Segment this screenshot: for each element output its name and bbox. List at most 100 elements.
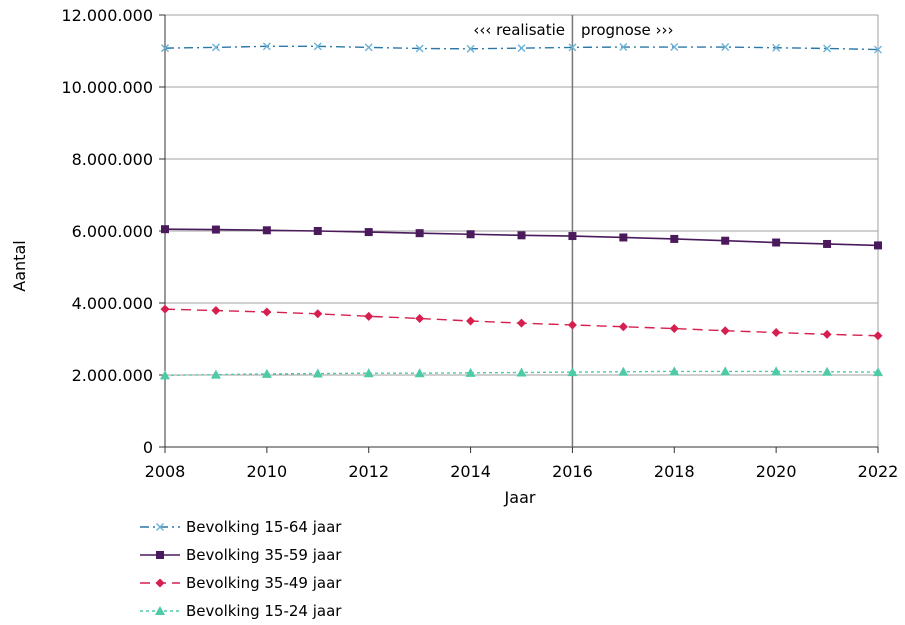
x-tick-label: 2008 <box>145 462 186 481</box>
data-point <box>211 225 220 234</box>
data-point <box>720 366 731 376</box>
data-point <box>618 366 629 376</box>
data-point <box>669 366 680 376</box>
legend-label: Bevolking 15-24 jaar <box>186 602 342 620</box>
x-tick-label: 2014 <box>450 462 491 481</box>
data-point <box>262 226 271 235</box>
data-point <box>415 313 425 323</box>
data-point <box>874 241 882 250</box>
data-point <box>261 368 272 378</box>
data-point <box>364 43 373 52</box>
data-point <box>160 370 170 380</box>
data-point <box>466 44 475 53</box>
data-point <box>415 44 424 53</box>
y-tick-label: 0 <box>143 438 153 457</box>
data-point <box>466 230 475 239</box>
data-point-stroke <box>466 44 475 53</box>
data-point <box>720 326 730 336</box>
data-point <box>465 367 476 377</box>
annotation-prognose: prognose ››› <box>581 21 674 39</box>
tick-labels: 0 2.000.000 4.000.000 6.000.000 8.000.000 10.… <box>61 6 898 481</box>
legend-item: Bevolking 35-49 jaar <box>140 574 342 592</box>
legend-label: Bevolking 35-49 jaar <box>186 574 342 592</box>
data-point <box>211 43 220 52</box>
series-lines <box>160 42 883 380</box>
x-tick-label: 2010 <box>246 462 287 481</box>
data-point <box>873 331 883 341</box>
series <box>160 366 883 380</box>
data-point <box>771 366 782 376</box>
x-tick-label: 2016 <box>552 462 593 481</box>
data-point <box>313 309 323 319</box>
data-point <box>313 42 322 51</box>
data-point <box>619 233 628 242</box>
legend-label: Bevolking 35-59 jaar <box>186 546 342 564</box>
data-point <box>822 366 833 376</box>
data-point <box>721 236 730 245</box>
data-point <box>364 311 374 321</box>
legend-item: Bevolking 15-24 jaar <box>140 602 342 620</box>
data-point <box>721 43 730 52</box>
series <box>161 42 882 54</box>
y-tick-label: 4.000.000 <box>72 294 153 313</box>
data-point <box>414 368 425 378</box>
y-tick-label: 2.000.000 <box>72 366 153 385</box>
data-point <box>312 368 323 378</box>
data-point <box>669 324 679 334</box>
data-point <box>160 304 170 314</box>
data-point <box>772 238 781 247</box>
data-point-stroke <box>161 44 169 53</box>
data-point-stroke <box>262 42 271 51</box>
data-point <box>823 44 832 53</box>
data-point <box>313 227 322 235</box>
data-point-stroke <box>568 43 577 52</box>
y-tick-label: 10.000.000 <box>61 78 153 97</box>
data-point-stroke <box>874 45 882 54</box>
data-point <box>161 44 169 53</box>
data-point <box>262 42 271 51</box>
data-point <box>211 306 221 316</box>
data-point <box>771 328 781 338</box>
data-point <box>670 43 679 52</box>
data-point-stroke <box>721 43 730 52</box>
y-tick-label: 12.000.000 <box>61 6 153 25</box>
data-point <box>466 316 476 326</box>
data-point <box>567 367 578 377</box>
data-point-stroke <box>823 44 832 53</box>
data-point <box>822 329 832 339</box>
data-point <box>823 239 832 248</box>
axes <box>159 14 879 453</box>
data-point <box>874 45 882 54</box>
data-point <box>517 44 526 53</box>
data-point <box>210 369 221 379</box>
data-point <box>772 43 781 52</box>
y-tick-label: 6.000.000 <box>72 222 153 241</box>
legend-label: Bevolking 15-64 jaar <box>186 518 342 536</box>
data-point-stroke <box>313 42 322 51</box>
data-point-stroke <box>772 43 781 52</box>
data-point <box>363 368 374 378</box>
data-point <box>161 225 169 234</box>
legend: Bevolking 15-64 jaar Bevolking 35-59 jaar… <box>140 518 342 620</box>
data-point <box>568 43 577 52</box>
legend-item: Bevolking 35-59 jaar <box>140 546 342 564</box>
x-tick-label: 2020 <box>756 462 797 481</box>
data-point <box>516 367 527 377</box>
x-tick-label: 2012 <box>348 462 389 481</box>
x-tick-label: 2018 <box>654 462 695 481</box>
annotation-realisatie: ‹‹‹ realisatie <box>473 21 565 39</box>
data-point-stroke <box>364 43 373 52</box>
data-point-stroke <box>156 523 164 531</box>
data-point-stroke <box>517 44 526 53</box>
y-axis-title: Aantal <box>10 240 29 291</box>
data-point-stroke <box>670 43 679 52</box>
data-point <box>517 318 526 328</box>
x-tick-label: 2022 <box>858 462 899 481</box>
data-point <box>155 606 165 615</box>
data-point <box>155 578 165 588</box>
data-point <box>262 307 272 317</box>
series <box>160 304 883 341</box>
data-point <box>156 551 164 559</box>
data-point <box>568 232 577 241</box>
